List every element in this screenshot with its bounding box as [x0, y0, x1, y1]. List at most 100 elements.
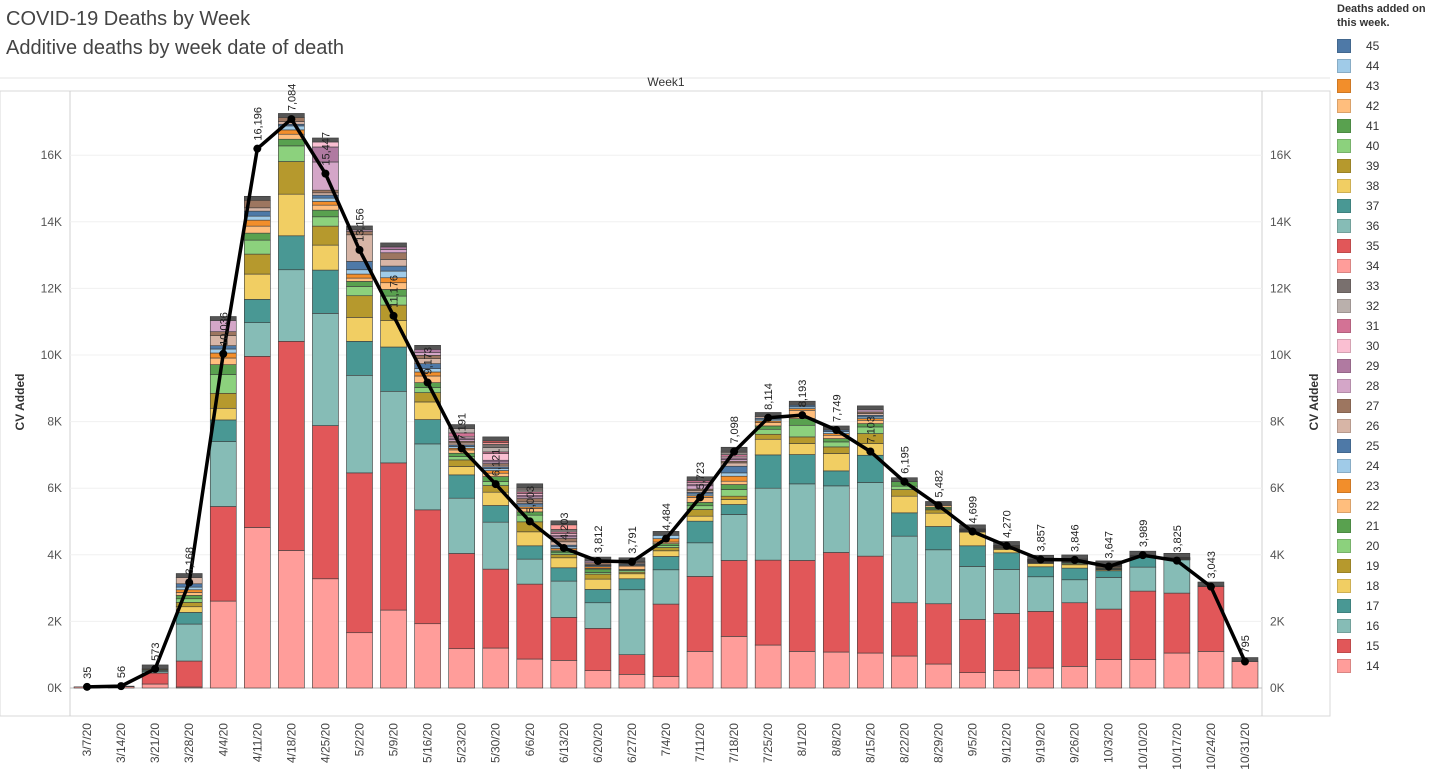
legend-item[interactable]: 30	[1337, 336, 1431, 356]
bar-segment	[754, 433, 782, 440]
legend-item[interactable]: 32	[1337, 296, 1431, 316]
line-point	[253, 144, 262, 153]
legend-label: 29	[1366, 359, 1380, 373]
bar-segment	[754, 644, 782, 689]
line-data-label: 6,121	[491, 449, 503, 477]
x-tick-label: 8/29/20	[931, 723, 945, 763]
legend-label: 34	[1366, 259, 1380, 273]
legend-item[interactable]: 22	[1337, 496, 1431, 516]
line-point	[798, 411, 807, 420]
legend-item[interactable]: 40	[1337, 136, 1431, 156]
legend-item[interactable]: 41	[1337, 116, 1431, 136]
bar-segment	[788, 454, 816, 485]
plot-frame	[0, 90, 1331, 717]
x-tick-label: 8/22/20	[897, 723, 911, 763]
bar-segment	[312, 578, 339, 689]
line-point	[764, 413, 773, 422]
legend-item[interactable]: 23	[1337, 476, 1431, 496]
legend-item[interactable]: 34	[1337, 256, 1431, 276]
legend-swatch	[1337, 259, 1351, 273]
legend-item[interactable]: 39	[1337, 156, 1431, 176]
bar-cap	[857, 405, 884, 411]
legend-item[interactable]: 26	[1337, 416, 1431, 436]
line-data-label: 4,203	[559, 513, 571, 541]
legend-item[interactable]: 33	[1337, 276, 1431, 296]
x-tick-label: 9/19/20	[1034, 723, 1048, 763]
legend-item[interactable]: 16	[1337, 616, 1431, 636]
legend-item[interactable]: 15	[1337, 636, 1431, 656]
bar-segment	[346, 317, 373, 342]
line-point	[457, 444, 466, 453]
legend-swatch	[1337, 579, 1351, 593]
bar-segment	[959, 619, 986, 673]
legend-item[interactable]: 24	[1337, 456, 1431, 476]
legend-item[interactable]: 37	[1337, 196, 1431, 216]
bar-segment	[482, 647, 510, 689]
bar-segment	[312, 216, 339, 227]
bar-cap	[788, 400, 816, 406]
bar-segment	[244, 225, 271, 234]
bar-segment	[720, 472, 748, 477]
bar-segment	[1095, 577, 1123, 610]
line-data-label: 8,193	[797, 380, 809, 408]
bar-segment	[516, 558, 544, 585]
y-tick-label: 6K	[47, 481, 62, 495]
bar-segment	[891, 602, 918, 657]
legend-item[interactable]: 43	[1337, 76, 1431, 96]
legend-item[interactable]: 19	[1337, 556, 1431, 576]
line-data-label: 795	[1240, 635, 1252, 653]
legend-item[interactable]: 27	[1337, 396, 1431, 416]
legend-swatch	[1337, 239, 1351, 253]
legend-item[interactable]: 35	[1337, 236, 1431, 256]
bar-segment	[175, 595, 203, 600]
y-tick-label-right: 4K	[1270, 548, 1285, 562]
legend-swatch	[1337, 279, 1351, 293]
bar-segment	[618, 565, 646, 570]
legend-label: 17	[1366, 599, 1380, 613]
x-tick-label: 10/3/20	[1102, 723, 1116, 763]
bar-segment	[720, 484, 748, 490]
legend-item[interactable]: 21	[1337, 516, 1431, 536]
legend-item[interactable]: 38	[1337, 176, 1431, 196]
bar-segment	[754, 454, 782, 489]
legend-item[interactable]: 29	[1337, 356, 1431, 376]
legend-item[interactable]: 45	[1337, 36, 1431, 56]
bar-segment	[925, 663, 952, 689]
legend-item[interactable]: 28	[1337, 376, 1431, 396]
bar-segment	[312, 269, 339, 314]
legend-label: 33	[1366, 279, 1380, 293]
legend-item[interactable]: 17	[1337, 596, 1431, 616]
legend-label: 19	[1366, 559, 1380, 573]
legend-item[interactable]: 42	[1337, 96, 1431, 116]
line-data-label: 56	[116, 666, 128, 678]
legend-item[interactable]: 44	[1337, 56, 1431, 76]
bar-segment	[584, 568, 612, 573]
legend-item[interactable]: 18	[1337, 576, 1431, 596]
line-point	[627, 557, 636, 566]
bar-segment	[993, 670, 1020, 689]
line-data-label: 3,043	[1206, 551, 1218, 579]
legend-item[interactable]: 31	[1337, 316, 1431, 336]
bar-segment	[720, 504, 748, 515]
y-tick-label-right: 12K	[1270, 281, 1291, 295]
bar-cap	[550, 520, 578, 526]
legend-label: 31	[1366, 319, 1380, 333]
legend-item[interactable]: 20	[1337, 536, 1431, 556]
bar-segment	[244, 299, 271, 323]
y-tick-label-right: 0K	[1270, 681, 1285, 695]
chart-title: COVID-19 Deaths by Week	[6, 8, 251, 30]
legend-swatch	[1337, 399, 1351, 413]
legend-item[interactable]: 14	[1337, 656, 1431, 676]
bar-segment	[720, 514, 748, 561]
legend-swatch	[1337, 459, 1351, 473]
line-point	[151, 664, 160, 673]
bar-segment	[550, 554, 578, 559]
legend-swatch	[1337, 219, 1351, 233]
line-data-label: 15,447	[320, 132, 332, 166]
legend-item[interactable]: 25	[1337, 436, 1431, 456]
bar-segment	[618, 573, 646, 580]
legend-item[interactable]: 36	[1337, 216, 1431, 236]
line-data-label: 573	[150, 643, 162, 661]
bar-segment	[652, 676, 680, 689]
